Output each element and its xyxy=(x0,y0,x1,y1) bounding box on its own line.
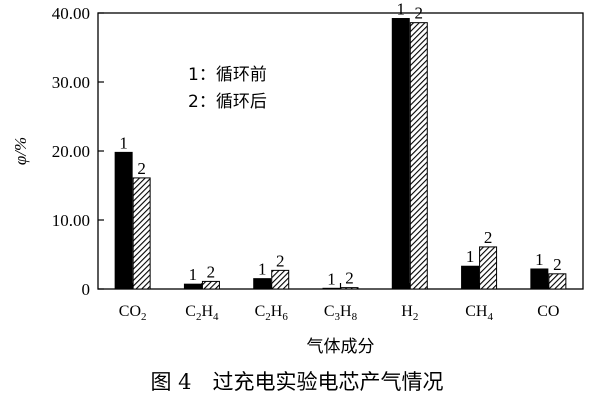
x-tick-label: C2H6 xyxy=(255,303,289,323)
bar-CO2-series-1 xyxy=(114,151,133,290)
x-axis-label: 气体成分 xyxy=(307,337,375,357)
bar-label-C3H8-series-1: 1 xyxy=(327,269,336,288)
bar-label-H2-series-1: 1 xyxy=(397,0,406,19)
bar-C2H4-series-1 xyxy=(183,283,202,290)
bar-label-H2-series-2: 2 xyxy=(415,4,424,23)
x-tick-label: C3H8 xyxy=(324,303,358,323)
bar-C3H8-series-1 xyxy=(322,287,341,290)
bar-label-CO-series-1: 1 xyxy=(535,250,544,269)
legend-entry: 2：循环后 xyxy=(188,92,267,112)
y-tick-label: 30.00 xyxy=(52,73,90,92)
legend-entry: 1：循环前 xyxy=(188,65,267,85)
bar-C2H4-series-2 xyxy=(201,280,220,290)
bar-label-CH4-series-2: 2 xyxy=(484,228,493,247)
figure-caption: 图 4 过充电实验电芯产气情况 xyxy=(150,370,444,394)
x-tick-label: C2H4 xyxy=(185,303,219,323)
bar-H2-series-2 xyxy=(409,22,428,290)
y-tick-label: 40.00 xyxy=(52,4,90,23)
bar-label-CO2-series-2: 2 xyxy=(137,159,146,178)
bar-CH4-series-2 xyxy=(479,246,498,290)
bar-label-CO-series-2: 2 xyxy=(553,255,562,274)
x-tick-label: CO2 xyxy=(119,303,147,323)
y-tick-label: 0 xyxy=(82,280,91,299)
bar-label-C2H4-series-2: 2 xyxy=(207,262,216,281)
bar-label-C2H6-series-1: 1 xyxy=(258,260,267,279)
bar-label-CH4-series-1: 1 xyxy=(466,247,475,266)
bar-H2-series-1 xyxy=(391,18,410,290)
bar-C3H8-series-2 xyxy=(340,287,359,290)
bar-label-CO2-series-1: 1 xyxy=(119,133,128,152)
bar-CO2-series-2 xyxy=(132,177,151,290)
y-tick-label: 10.00 xyxy=(52,211,90,230)
y-axis-label: φ/% xyxy=(11,137,30,165)
plot-frame xyxy=(97,12,584,290)
bar-C2H6-series-1 xyxy=(253,278,272,290)
bar-C2H6-series-2 xyxy=(271,269,290,290)
bar-label-C2H6-series-2: 2 xyxy=(276,251,285,270)
bar-CO-series-1 xyxy=(530,268,549,290)
bar-label-C3H8-series-2: 2 xyxy=(345,269,354,288)
x-tick-label: CO xyxy=(537,303,559,320)
bar-CO-series-2 xyxy=(548,273,567,290)
y-tick-label: 20.00 xyxy=(52,142,90,161)
x-tick-label: H2 xyxy=(401,303,418,323)
bar-CH4-series-1 xyxy=(461,265,480,290)
x-tick-label: CH4 xyxy=(465,303,493,323)
bar-label-C2H4-series-1: 1 xyxy=(189,265,198,284)
